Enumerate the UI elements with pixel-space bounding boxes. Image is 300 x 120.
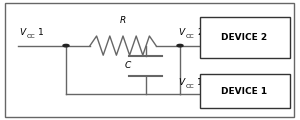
- Text: V: V: [20, 28, 26, 37]
- Circle shape: [177, 44, 183, 47]
- Text: C: C: [124, 61, 130, 70]
- Text: CC: CC: [186, 34, 195, 39]
- Text: R: R: [120, 16, 126, 25]
- Text: V: V: [178, 78, 184, 87]
- Text: V: V: [178, 28, 184, 37]
- FancyBboxPatch shape: [200, 17, 290, 58]
- Text: 2: 2: [197, 28, 203, 37]
- Text: 1: 1: [38, 28, 44, 37]
- Text: CC: CC: [186, 84, 195, 89]
- Text: CC: CC: [27, 34, 36, 39]
- Text: DEVICE 2: DEVICE 2: [221, 33, 268, 42]
- Text: DEVICE 1: DEVICE 1: [221, 87, 268, 96]
- Circle shape: [63, 44, 69, 47]
- FancyBboxPatch shape: [200, 74, 290, 108]
- Text: 1: 1: [197, 78, 203, 87]
